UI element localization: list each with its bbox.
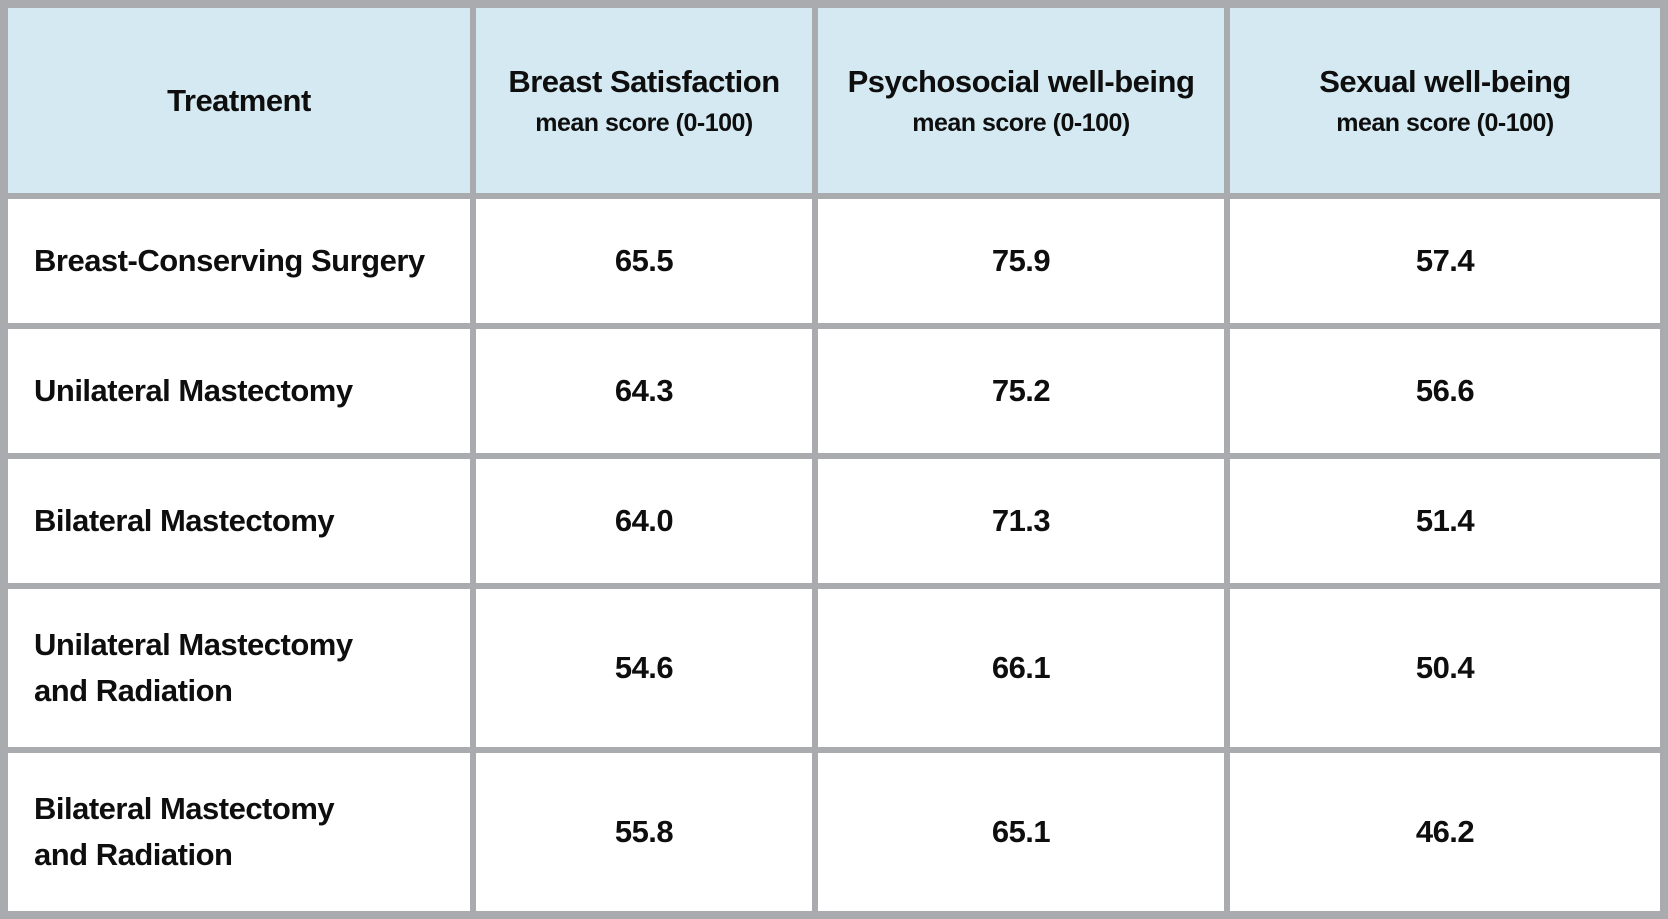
header-cell-breast-satisfaction: Breast Satisfaction mean score (0-100) bbox=[476, 8, 812, 193]
value-cell: 54.6 bbox=[476, 589, 812, 747]
value-cell: 64.0 bbox=[476, 459, 812, 583]
treatment-label-cell: Breast-Conserving Surgery bbox=[8, 199, 470, 323]
value-cell: 71.3 bbox=[818, 459, 1224, 583]
column-title: Breast Satisfaction bbox=[508, 64, 780, 100]
treatment-label-cell: Bilateral Mastectomy bbox=[8, 459, 470, 583]
column-subtitle: mean score (0-100) bbox=[912, 108, 1130, 137]
treatment-label-cell: Unilateral Mastectomy bbox=[8, 329, 470, 453]
value-cell: 56.6 bbox=[1230, 329, 1660, 453]
treatment-label-cell: Bilateral Mastectomy and Radiation bbox=[8, 753, 470, 911]
value-cell: 64.3 bbox=[476, 329, 812, 453]
column-title: Psychosocial well-being bbox=[847, 64, 1195, 100]
value-cell: 75.9 bbox=[818, 199, 1224, 323]
column-subtitle: mean score (0-100) bbox=[1336, 108, 1554, 137]
column-title: Treatment bbox=[167, 82, 311, 118]
value-cell: 50.4 bbox=[1230, 589, 1660, 747]
column-subtitle: mean score (0-100) bbox=[535, 108, 753, 137]
value-cell: 66.1 bbox=[818, 589, 1224, 747]
value-cell: 51.4 bbox=[1230, 459, 1660, 583]
value-cell: 75.2 bbox=[818, 329, 1224, 453]
value-cell: 55.8 bbox=[476, 753, 812, 911]
value-cell: 65.1 bbox=[818, 753, 1224, 911]
value-cell: 57.4 bbox=[1230, 199, 1660, 323]
value-cell: 65.5 bbox=[476, 199, 812, 323]
treatment-label-cell: Unilateral Mastectomy and Radiation bbox=[8, 589, 470, 747]
header-cell-sexual-well-being: Sexual well-being mean score (0-100) bbox=[1230, 8, 1660, 193]
header-cell-psychosocial-well-being: Psychosocial well-being mean score (0-10… bbox=[818, 8, 1224, 193]
header-cell-treatment: Treatment bbox=[8, 8, 470, 193]
value-cell: 46.2 bbox=[1230, 753, 1660, 911]
column-title: Sexual well-being bbox=[1319, 64, 1571, 100]
